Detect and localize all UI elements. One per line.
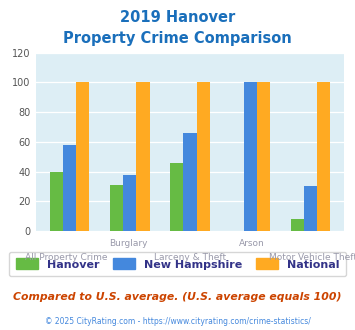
- Bar: [136, 82, 149, 231]
- Bar: [304, 186, 317, 231]
- Text: 2019 Hanover: 2019 Hanover: [120, 10, 235, 25]
- Text: Property Crime Comparison: Property Crime Comparison: [63, 31, 292, 46]
- Bar: [197, 82, 210, 231]
- Bar: [317, 82, 330, 231]
- Bar: [257, 82, 270, 231]
- Text: All Property Crime: All Property Crime: [25, 253, 108, 262]
- Text: Compared to U.S. average. (U.S. average equals 100): Compared to U.S. average. (U.S. average …: [13, 292, 342, 302]
- Bar: [76, 82, 89, 231]
- Legend: Hanover, New Hampshire, National: Hanover, New Hampshire, National: [9, 252, 346, 276]
- Text: Larceny & Theft: Larceny & Theft: [154, 253, 226, 262]
- Bar: [110, 185, 123, 231]
- Bar: [244, 82, 257, 231]
- Bar: [183, 133, 197, 231]
- Text: © 2025 CityRating.com - https://www.cityrating.com/crime-statistics/: © 2025 CityRating.com - https://www.city…: [45, 317, 310, 326]
- Bar: [63, 145, 76, 231]
- Bar: [170, 163, 183, 231]
- Bar: [50, 172, 63, 231]
- Text: Burglary: Burglary: [109, 239, 147, 248]
- Bar: [290, 219, 304, 231]
- Bar: [123, 175, 136, 231]
- Text: Arson: Arson: [239, 239, 264, 248]
- Text: Motor Vehicle Theft: Motor Vehicle Theft: [269, 253, 355, 262]
